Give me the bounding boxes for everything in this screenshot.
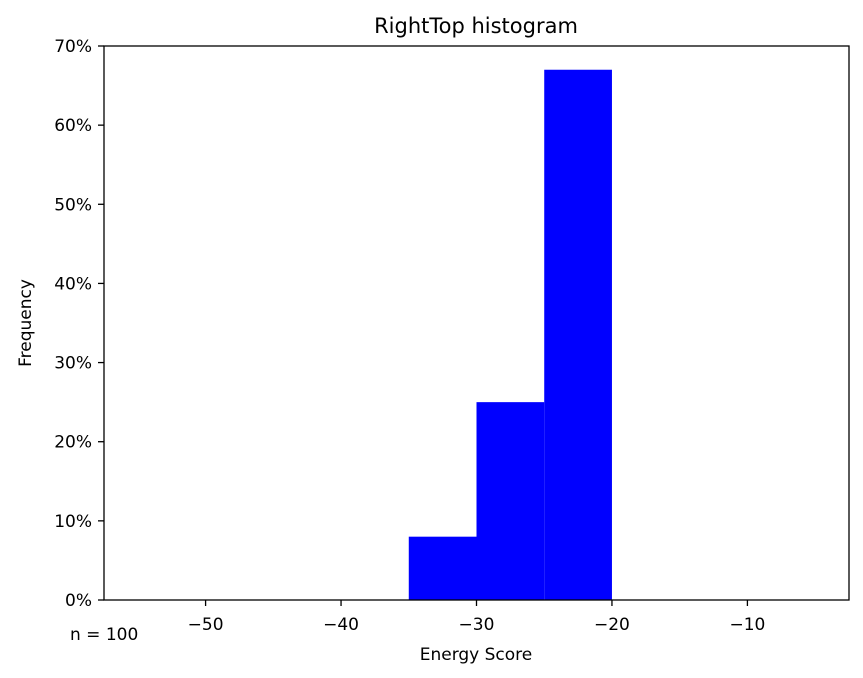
y-tick-label: 10% — [54, 512, 92, 532]
y-tick-label: 20% — [54, 433, 92, 453]
y-tick-label: 60% — [54, 116, 92, 136]
x-axis-label: Energy Score — [420, 645, 533, 665]
x-tick-label: −20 — [594, 615, 630, 635]
y-tick-label: 50% — [54, 195, 92, 215]
x-tick-label: −30 — [459, 615, 495, 635]
x-tick-label: −40 — [323, 615, 359, 635]
x-tick-label: −50 — [188, 615, 224, 635]
histogram-bar — [476, 402, 545, 600]
bars-group — [408, 69, 612, 600]
chart-title: RightTop histogram — [374, 14, 578, 38]
y-axis-ticks: 0% 10% 20% 30% 40% 50% 60% 70% — [54, 37, 104, 611]
y-axis-label: Frequency — [16, 279, 36, 367]
y-tick-label: 0% — [65, 591, 92, 611]
sample-size-annotation: n = 100 — [70, 625, 138, 645]
x-axis-ticks: −50 −40 −30 −20 −10 — [188, 600, 765, 635]
y-tick-label: 40% — [54, 274, 92, 294]
histogram-bar — [544, 69, 612, 600]
y-tick-label: 30% — [54, 354, 92, 374]
x-tick-label: −10 — [729, 615, 765, 635]
y-tick-label: 70% — [54, 37, 92, 57]
plot-frame — [103, 45, 850, 601]
histogram-bar — [408, 536, 477, 600]
